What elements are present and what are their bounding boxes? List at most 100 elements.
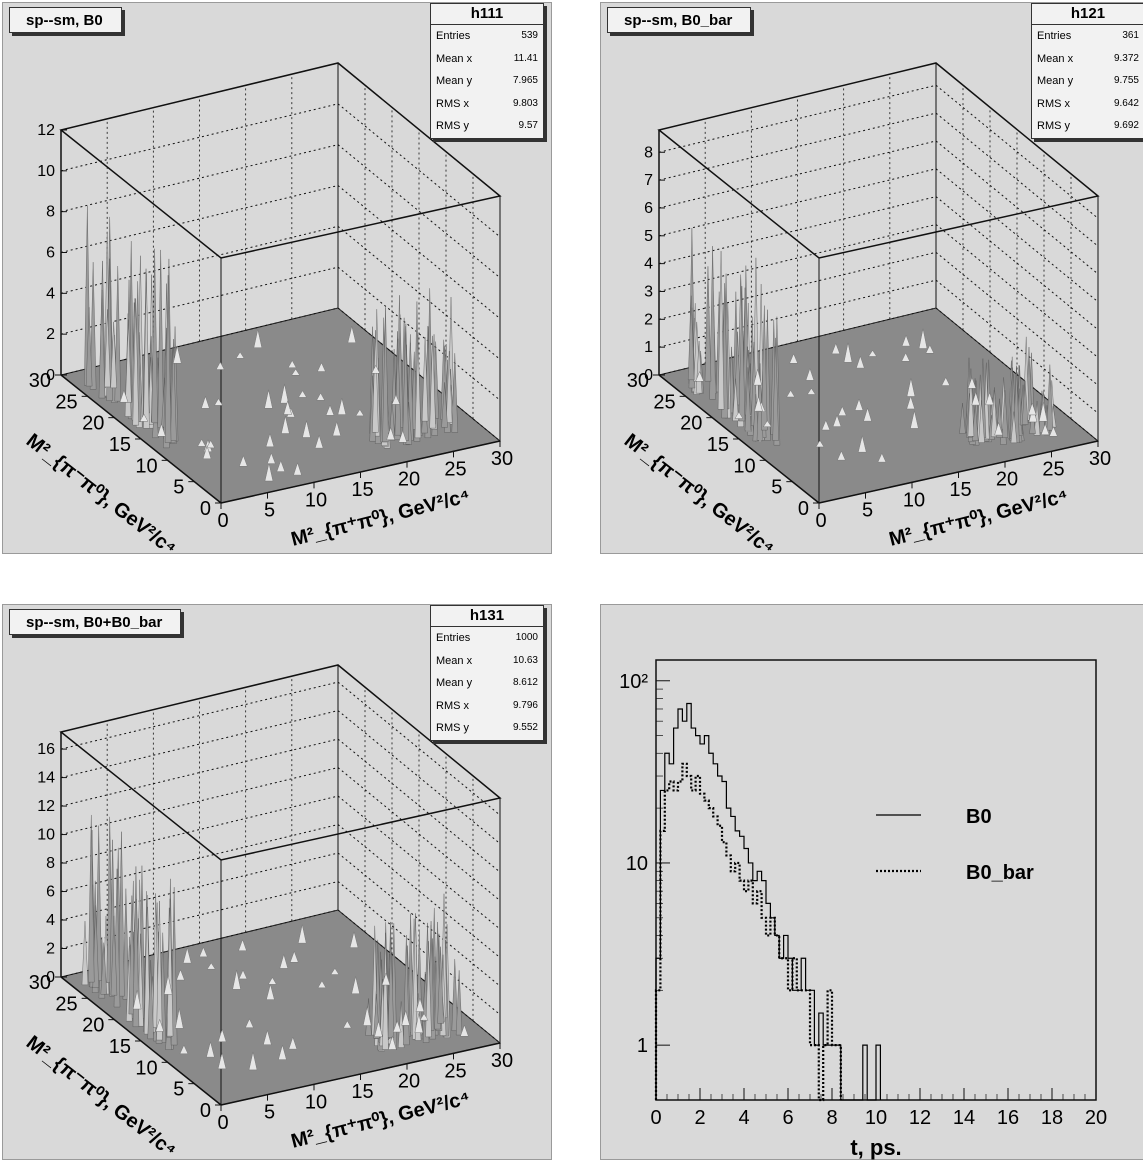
series-B0: [655, 702, 881, 1101]
spike: [266, 983, 275, 1000]
spike: [280, 383, 289, 404]
y-tick-label: 20: [680, 413, 702, 435]
spike: [918, 328, 928, 349]
hist-name: h121: [1032, 4, 1143, 25]
z-tick-label: 10: [37, 163, 55, 180]
spike: [297, 924, 307, 944]
spike: [206, 439, 216, 449]
spike: [857, 435, 867, 453]
spike: [392, 1020, 402, 1033]
spike: [695, 370, 705, 382]
pad-lego-b0: 0 2 4 6 8 10 12 0 5 10 15 20 25 30 0 5 10 15 20 25 30 M²_{π⁺π…: [2, 2, 552, 555]
spike: [302, 420, 311, 438]
stats-box: h111 Entries 539 Mean x 11.41 Mean y 7.965 RMS …: [430, 3, 544, 139]
stats-value: 10.63: [512, 654, 538, 666]
y-tick-label: 10²: [619, 671, 648, 693]
spike: [166, 898, 174, 1037]
y-tick-label: 30: [29, 370, 51, 392]
spike: [451, 959, 458, 1031]
z-tick-label: 8: [644, 144, 653, 161]
spike: [264, 463, 274, 482]
spike: [985, 391, 994, 406]
y-tick-label: 25: [55, 993, 77, 1015]
spike: [421, 337, 429, 422]
spike: [941, 376, 951, 386]
spike: [831, 342, 841, 355]
spike: [762, 420, 772, 427]
stats-row: Mean y 7.965: [431, 70, 543, 93]
time-histogram: 0 2 4 6 8 10 12 14 16 18 20 1 10 10² B0 B0_bar t, ps.: [619, 659, 1107, 1160]
stats-value: 539: [521, 30, 538, 41]
z-tick-label: 5: [644, 228, 653, 245]
spike: [959, 403, 966, 434]
spike: [287, 360, 297, 368]
stats-row: Mean y 8.612: [431, 672, 543, 695]
spike: [843, 342, 853, 363]
spike: [100, 942, 108, 995]
stats-row: RMS x 9.803: [431, 93, 543, 116]
z-tick-label: 6: [46, 884, 55, 901]
spike: [253, 329, 263, 348]
spike: [863, 407, 872, 422]
spike: [761, 305, 768, 431]
spike: [821, 419, 831, 431]
x-tick-label: 5: [264, 500, 275, 522]
stats-row: RMS y 9.552: [431, 717, 543, 740]
spike: [85, 307, 93, 387]
stats-box: h131 Entries 1000 Mean x 10.63 Mean y 8.612 RMS…: [430, 605, 544, 741]
spike: [901, 334, 911, 347]
spike: [265, 432, 275, 448]
stats-value: 9.57: [518, 120, 538, 131]
spike: [460, 1024, 469, 1037]
spike: [1001, 390, 1009, 438]
z-tick-label: 8: [46, 855, 55, 872]
spike: [414, 334, 422, 439]
grid-line: [658, 168, 1099, 303]
x-tick-label: 20: [996, 469, 1018, 491]
stats-value: 11.41: [513, 52, 538, 64]
spike: [238, 454, 248, 467]
spike: [906, 378, 916, 397]
y-tick-label: 20: [82, 413, 104, 435]
spike: [170, 887, 178, 1046]
pad-time-hist: 0 2 4 6 8 10 12 14 16 18 20 1 10 10² B0 B0_bar t, ps.: [600, 604, 1143, 1160]
spike: [92, 905, 99, 988]
spike: [1027, 402, 1037, 416]
x-tick-label: 16: [997, 1107, 1019, 1129]
y-tick-label: 10: [135, 455, 157, 477]
spike: [206, 962, 216, 970]
spike: [215, 361, 225, 370]
z-tick-label: 16: [37, 741, 55, 758]
z-tick-label: 6: [644, 200, 653, 217]
spike: [381, 972, 391, 986]
x-tick-label: 25: [444, 458, 466, 480]
spike: [198, 946, 208, 958]
spike: [264, 389, 273, 409]
spike: [429, 335, 436, 429]
spike: [451, 353, 459, 433]
z-tick-label: 14: [37, 770, 55, 787]
spike: [214, 398, 223, 406]
spike: [104, 309, 111, 388]
x-tick-label: 12: [909, 1107, 931, 1129]
z-tick-label: 7: [644, 172, 653, 189]
pad-lego-b0bar: 0 1 2 3 4 5 6 7 8 0 5 10 15 20 25 30 0 5 10 15 20 25 30 M²_{π⁺π…: [600, 2, 1143, 555]
y-tick-label: 15: [109, 1036, 131, 1058]
spike: [151, 248, 158, 424]
x-tick-label: 10: [903, 489, 925, 511]
spike: [868, 349, 878, 357]
y-tick-label: 15: [109, 434, 131, 456]
stats-label: RMS y: [436, 722, 469, 734]
plot-frame: [655, 659, 1097, 1101]
x-tick-label: 25: [1042, 458, 1064, 480]
spike: [734, 411, 744, 419]
spike: [687, 295, 695, 381]
z-tick-label: 4: [644, 256, 653, 273]
spike: [197, 438, 207, 447]
stats-value: 1000: [515, 632, 538, 643]
spike: [372, 330, 379, 433]
stats-label: RMS x: [1037, 97, 1070, 110]
spike: [179, 1044, 189, 1055]
